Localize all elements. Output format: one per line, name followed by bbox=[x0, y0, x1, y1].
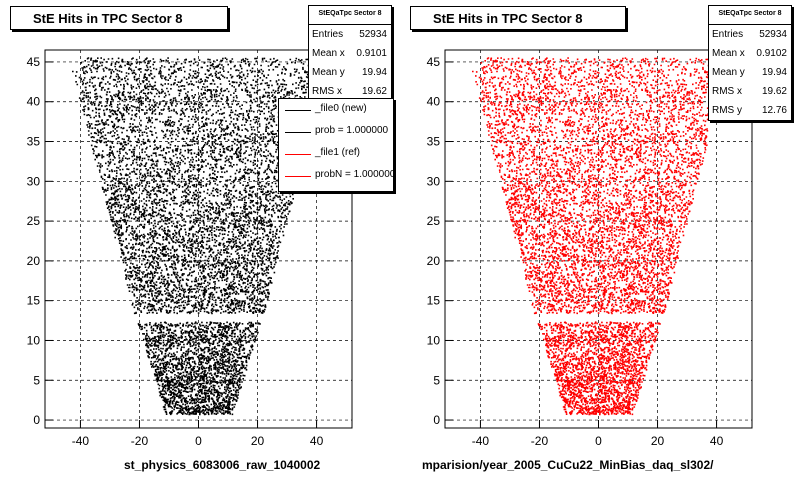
left-mean-y-label: Mean y bbox=[312, 67, 345, 78]
y-tick-label: 45 bbox=[27, 55, 41, 69]
y-tick-label: 25 bbox=[27, 214, 41, 228]
legend-item: _file1 (ref) bbox=[279, 143, 393, 165]
scatter-marks bbox=[72, 57, 325, 416]
y-tick-label: 35 bbox=[427, 135, 441, 149]
left-rms-x-value: 19.62 bbox=[361, 86, 387, 97]
y-tick-label: 0 bbox=[33, 413, 40, 427]
right-scatter-plot: -40 -20 0 20 40 0 5 10 15 20 25 30 35 40 45 bbox=[427, 49, 753, 448]
legend-label: _file1 (ref) bbox=[315, 147, 361, 158]
x-tick-label: 40 bbox=[710, 434, 724, 448]
right-stats-name: StEQaTpc Sector 8 bbox=[709, 6, 791, 25]
x-tick-label: 0 bbox=[195, 434, 202, 448]
legend-item: _file0 (new) bbox=[279, 99, 393, 121]
y-tick-label: 5 bbox=[433, 373, 440, 387]
legend-line-red bbox=[285, 154, 311, 155]
right-rms-x-label: RMS x bbox=[712, 86, 742, 97]
y-tick-label: 30 bbox=[27, 174, 41, 188]
left-entries-value: 52934 bbox=[359, 29, 387, 40]
scatter-points bbox=[72, 57, 325, 416]
legend-item: prob = 1.000000 bbox=[279, 121, 393, 143]
y-tick-label: 40 bbox=[427, 95, 441, 109]
x-tick-label: -40 bbox=[72, 434, 90, 448]
left-legend: _file0 (new) prob = 1.000000 _file1 (ref… bbox=[278, 98, 394, 192]
x-tick-label: -20 bbox=[531, 434, 549, 448]
y-tick-label: 40 bbox=[27, 95, 41, 109]
left-mean-x-value: 0.9101 bbox=[356, 48, 387, 59]
x-tick-label: -20 bbox=[131, 434, 149, 448]
scatter-points bbox=[472, 57, 725, 416]
legend-line-black bbox=[285, 132, 311, 133]
right-stats-box: StEQaTpc Sector 8 Entries 52934 Mean x 0.9… bbox=[708, 5, 792, 121]
y-tick-label: 15 bbox=[27, 294, 41, 308]
x-tick-label: 20 bbox=[251, 434, 265, 448]
left-chart-title: StE Hits in TPC Sector 8 bbox=[10, 6, 228, 30]
y-tick-label: 25 bbox=[427, 214, 441, 228]
x-tick-label: -40 bbox=[472, 434, 490, 448]
legend-line-red bbox=[285, 176, 311, 177]
x-tick-label: 40 bbox=[310, 434, 324, 448]
right-rms-x-value: 19.62 bbox=[761, 86, 787, 97]
legend-line-black bbox=[285, 110, 311, 111]
right-chart-title: StE Hits in TPC Sector 8 bbox=[410, 6, 626, 30]
y-tick-label: 20 bbox=[27, 254, 41, 268]
y-tick-label: 45 bbox=[427, 55, 441, 69]
y-tick-label: 0 bbox=[433, 413, 440, 427]
left-rms-x-label: RMS x bbox=[312, 86, 342, 97]
right-mean-x-value: 0.9102 bbox=[756, 48, 787, 59]
y-tick-label: 15 bbox=[427, 294, 441, 308]
right-histogram-panel: -40 -20 0 20 40 0 5 10 15 20 25 30 35 40 45 StE Hits i… bbox=[400, 0, 800, 480]
right-entries-value: 52934 bbox=[759, 29, 787, 40]
y-tick-label: 35 bbox=[27, 135, 41, 149]
right-mean-y-value: 19.94 bbox=[761, 67, 787, 78]
y-tick-label: 10 bbox=[27, 333, 41, 347]
legend-label: probN = 1.000000 bbox=[315, 169, 394, 180]
legend-item: probN = 1.000000 bbox=[279, 165, 393, 187]
x-tick-label: 20 bbox=[651, 434, 665, 448]
left-x-axis-title: st_physics_6083006_raw_1040002 bbox=[124, 458, 321, 472]
left-stats-box: StEQaTpc Sector 8 Entries 52934 Mean x 0.9… bbox=[308, 5, 392, 102]
left-entries-label: Entries bbox=[312, 29, 344, 40]
x-tick-label: 0 bbox=[595, 434, 602, 448]
left-histogram-panel: -40 -20 0 20 40 0 5 10 15 20 25 30 35 40 45 StE Hits i… bbox=[10, 5, 394, 472]
right-entries-label: Entries bbox=[712, 29, 744, 40]
scatter-marks bbox=[472, 57, 725, 416]
right-mean-x-label: Mean x bbox=[712, 48, 745, 59]
y-tick-label: 20 bbox=[427, 254, 441, 268]
left-stats-name: StEQaTpc Sector 8 bbox=[309, 6, 391, 25]
left-mean-x-label: Mean x bbox=[312, 48, 345, 59]
right-rms-y-label: RMS y bbox=[712, 105, 742, 116]
left-mean-y-value: 19.94 bbox=[361, 67, 387, 78]
y-tick-label: 5 bbox=[33, 373, 40, 387]
legend-label: _file0 (new) bbox=[315, 103, 367, 114]
right-rms-y-value: 12.76 bbox=[761, 105, 787, 116]
y-tick-label: 10 bbox=[427, 333, 441, 347]
axes: -40 -20 0 20 40 0 5 10 15 20 25 30 35 40 45 bbox=[427, 55, 724, 448]
y-tick-label: 30 bbox=[427, 174, 441, 188]
legend-label: prob = 1.000000 bbox=[315, 125, 389, 136]
right-mean-y-label: Mean y bbox=[712, 67, 745, 78]
axes: -40 -20 0 20 40 0 5 10 15 20 25 30 35 40 45 bbox=[27, 55, 324, 448]
right-x-axis-title: mparision/year_2005_CuCu22_MinBias_daq_s… bbox=[422, 458, 714, 472]
